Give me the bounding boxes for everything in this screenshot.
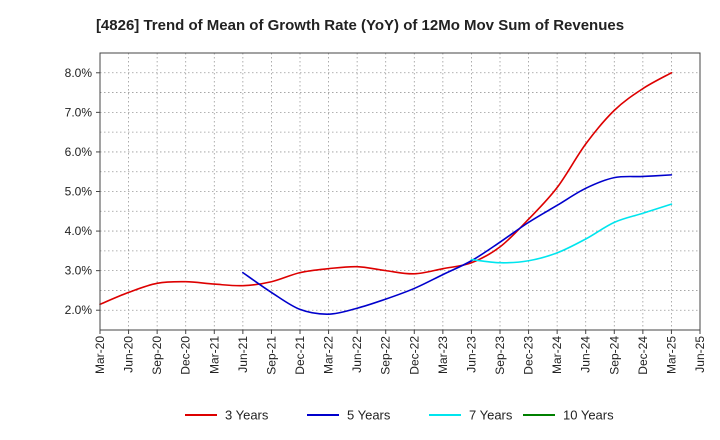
x-tick-label: Jun-20 bbox=[122, 336, 136, 373]
series-line-7-years bbox=[470, 203, 673, 264]
series-line-5-years bbox=[242, 174, 673, 315]
x-tick-label: Mar-25 bbox=[664, 336, 678, 374]
x-axis: Mar-20 Jun-20 Sep-20 Dec-20 Mar-21 Jun-21 Sep-… bbox=[93, 330, 707, 375]
legend-label: 7 Years bbox=[469, 408, 513, 423]
x-tick-label: Jun-24 bbox=[579, 336, 593, 373]
x-tick-label: Dec-21 bbox=[293, 336, 307, 375]
x-tick-label: Jun-21 bbox=[236, 336, 250, 373]
x-tick-label: Sep-24 bbox=[607, 336, 621, 375]
x-tick-label: Sep-21 bbox=[264, 336, 278, 375]
y-axis: 2.0% 3.0% 4.0% 5.0% 6.0% 7.0% 8.0% bbox=[65, 66, 100, 317]
x-tick-label: Dec-22 bbox=[407, 336, 421, 375]
legend-label: 3 Years bbox=[225, 408, 269, 423]
x-tick-label: Jun-22 bbox=[350, 336, 364, 373]
chart-title: [4826] Trend of Mean of Growth Rate (YoY… bbox=[96, 17, 624, 34]
x-tick-label: Mar-21 bbox=[207, 336, 221, 374]
x-tick-label: Mar-23 bbox=[436, 336, 450, 374]
legend: 3 Years 5 Years 7 Years 10 Years bbox=[185, 408, 614, 423]
x-tick-label: Dec-24 bbox=[636, 336, 650, 375]
x-tick-label: Mar-20 bbox=[93, 336, 107, 374]
y-tick-label: 3.0% bbox=[65, 264, 93, 278]
legend-label: 5 Years bbox=[347, 408, 391, 423]
series-line-3-years bbox=[99, 71, 673, 306]
grid bbox=[99, 53, 701, 330]
x-tick-label: Sep-20 bbox=[150, 336, 164, 375]
y-tick-label: 5.0% bbox=[65, 185, 93, 199]
legend-label: 10 Years bbox=[563, 408, 614, 423]
y-tick-label: 6.0% bbox=[65, 145, 93, 159]
series-layer bbox=[99, 71, 673, 315]
x-tick-label: Sep-23 bbox=[493, 336, 507, 375]
y-tick-label: 4.0% bbox=[65, 224, 93, 238]
x-tick-label: Dec-23 bbox=[522, 336, 536, 375]
y-tick-label: 7.0% bbox=[65, 105, 93, 119]
x-tick-label: Dec-20 bbox=[179, 336, 193, 375]
x-tick-label: Jun-23 bbox=[464, 336, 478, 373]
y-tick-label: 8.0% bbox=[65, 66, 93, 80]
x-tick-label: Mar-24 bbox=[550, 336, 564, 374]
x-tick-label: Jun-25 bbox=[693, 336, 707, 373]
y-tick-label: 2.0% bbox=[65, 303, 93, 317]
x-tick-label: Sep-22 bbox=[379, 336, 393, 375]
x-tick-label: Mar-22 bbox=[322, 336, 336, 374]
